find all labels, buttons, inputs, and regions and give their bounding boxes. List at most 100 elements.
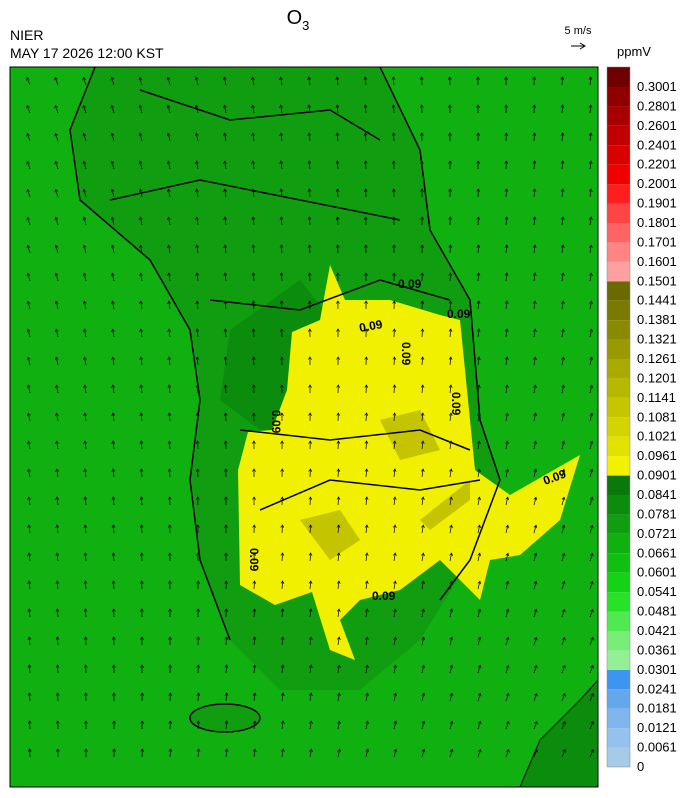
wind-arrow: [477, 664, 482, 674]
wind-arrow: [448, 188, 452, 198]
wind-arrow: [308, 608, 313, 618]
wind-arrow: [447, 76, 452, 86]
wind-arrow: [477, 440, 481, 450]
high-ozone-core: [300, 410, 470, 560]
wind-arrow: [364, 244, 368, 254]
wind-arrow: [476, 384, 481, 394]
wind-arrow: [83, 552, 88, 562]
colorbar-label: 0.0661: [637, 545, 677, 560]
wind-arrow: [449, 608, 454, 618]
wind-arrow: [589, 300, 593, 310]
wind-arrow: [280, 524, 285, 534]
wind-arrow: [223, 216, 227, 226]
wind-arrow: [55, 692, 60, 702]
wind-arrow: [138, 188, 143, 198]
wind-arrow: [589, 524, 594, 534]
wind-arrow: [308, 524, 313, 534]
timestamp: MAY 17 2026 12:00 KST: [10, 45, 164, 61]
wind-arrow: [279, 272, 284, 282]
colorbar-label: 0.2401: [637, 137, 677, 152]
wind-arrow: [561, 608, 566, 618]
wind-arrow: [110, 132, 115, 142]
colorbar-label: 0.1701: [637, 234, 677, 249]
colorbar-swatch: [607, 106, 630, 126]
wind-arrow: [561, 692, 566, 702]
wind-arrow: [532, 76, 537, 86]
wind-arrow: [224, 720, 229, 730]
wind-arrow: [27, 468, 31, 478]
wind-arrow: [82, 76, 87, 86]
wind-arrow: [196, 552, 200, 562]
colorbar-swatch: [607, 592, 630, 612]
wind-arrow: [420, 412, 425, 422]
wind-arrow: [194, 104, 199, 114]
wind-arrow: [477, 468, 481, 478]
colorbar-label: 0.1201: [637, 370, 677, 385]
wind-arrow: [280, 440, 284, 450]
colorbar-swatch: [607, 242, 630, 262]
wind-arrow: [589, 412, 594, 422]
wind-arrow: [280, 636, 285, 646]
contour-label: 0.09: [247, 548, 261, 572]
wind-arrow: [421, 608, 425, 618]
wind-arrow: [27, 412, 31, 422]
wind-arrow: [112, 692, 116, 702]
wind-arrow: [195, 160, 199, 170]
wind-arrow: [588, 160, 593, 170]
colorbar-swatch: [607, 339, 630, 359]
wind-arrow: [449, 692, 454, 702]
wind-arrow: [448, 412, 453, 422]
wind-arrow: [54, 132, 59, 142]
wind-arrow: [167, 188, 171, 198]
wind-arrow: [419, 104, 424, 114]
map-frame: [9, 66, 599, 788]
wind-field: [26, 76, 594, 758]
colorbar-unit: ppmV: [617, 44, 651, 59]
wind-arrow: [363, 160, 368, 170]
wind-arrow: [589, 721, 594, 730]
wind-arrow: [391, 76, 396, 86]
wind-arrow: [167, 384, 172, 394]
wind-arrow: [420, 468, 425, 478]
wind-arrow: [420, 188, 424, 198]
wind-arrow: [279, 188, 284, 198]
wind-arrow: [392, 524, 397, 534]
wind-arrow: [307, 272, 312, 282]
wind-arrow: [561, 552, 566, 562]
wind-arrow: [111, 496, 116, 506]
colorbar-swatch: [607, 495, 630, 515]
wind-arrow: [393, 748, 398, 758]
wind-arrow: [55, 496, 59, 506]
wind-arrow: [251, 328, 256, 338]
wind-arrow: [308, 636, 313, 646]
wind-arrow: [335, 188, 340, 198]
wind-arrow: [392, 384, 397, 394]
wind-arrow: [505, 748, 510, 758]
wind-arrow: [561, 356, 565, 366]
wind-arrow: [476, 244, 481, 254]
wind-arrow: [588, 76, 593, 86]
colorbar-label: 0.0901: [637, 468, 677, 483]
wind-arrow: [561, 748, 566, 758]
wind-arrow: [195, 412, 200, 422]
colorbar-label: 0.0961: [637, 448, 677, 463]
wind-arrow: [55, 636, 60, 646]
wind-arrow: [504, 244, 509, 254]
wind-arrow: [533, 356, 537, 366]
wind-arrow: [140, 608, 144, 618]
wind-arrow: [279, 216, 284, 226]
wind-arrow: [421, 748, 426, 758]
wind-arrow: [449, 440, 453, 450]
colorbar-label: 0.1321: [637, 332, 677, 347]
wind-arrow: [110, 216, 115, 226]
wind-arrow: [251, 132, 255, 142]
wind-arrow: [195, 132, 199, 142]
wind-arrow: [139, 496, 144, 506]
wind-arrow: [420, 384, 425, 394]
colorbar-swatch: [607, 553, 630, 573]
wind-arrow: [251, 160, 255, 170]
colorbar-swatch: [607, 67, 630, 87]
wind-arrow: [82, 216, 87, 226]
wind-arrow: [560, 104, 565, 114]
wind-arrow: [308, 496, 313, 506]
